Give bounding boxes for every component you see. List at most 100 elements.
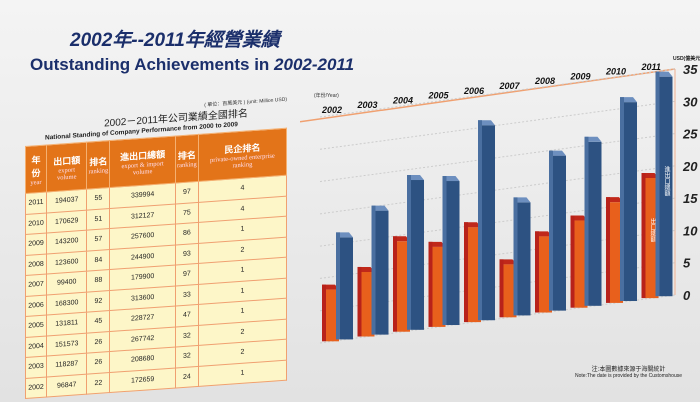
y-tick-label: 10 <box>683 223 698 238</box>
column-header-en: year <box>30 178 42 187</box>
bar-top <box>549 150 566 156</box>
x-tick-label: 2004 <box>392 95 413 105</box>
x-tick-label: 2006 <box>463 86 485 96</box>
bar-side <box>393 236 397 332</box>
bar-top <box>584 136 602 142</box>
export-bar <box>539 236 552 313</box>
bar-side <box>620 97 624 302</box>
column-header: 進出口總額 export & import volume <box>109 135 176 188</box>
table-cell: 97 <box>175 181 199 204</box>
bar-top <box>535 231 552 237</box>
column-header-en: ranking <box>88 167 109 176</box>
bar-top <box>478 120 495 126</box>
export-bar <box>432 246 446 327</box>
bar-top <box>464 222 481 228</box>
table-cell: 151573 <box>46 332 87 356</box>
table-cell: 96847 <box>46 373 87 397</box>
bar-side <box>584 136 589 306</box>
table-cell: 32 <box>175 324 199 347</box>
bar-side <box>499 259 504 318</box>
bar-top <box>371 205 389 211</box>
bar-top <box>620 97 637 103</box>
bar-side <box>442 176 447 326</box>
total-bar <box>588 141 602 306</box>
export-bar <box>397 241 410 332</box>
x-tick-label: 2010 <box>605 67 626 77</box>
table-cell: 57 <box>86 228 110 251</box>
table-cell: 143200 <box>46 230 87 254</box>
total-bar <box>517 202 531 316</box>
table-cell: 2009 <box>25 232 47 255</box>
table-cell: 2008 <box>25 253 47 276</box>
table-cell: 75 <box>175 201 199 224</box>
title-zh: 2002年--2011年經營業績 <box>70 30 280 51</box>
x-tick-label: 2011 <box>641 62 661 72</box>
table-cell: 45 <box>86 310 110 333</box>
table-cell: 32 <box>175 345 199 368</box>
x-tick-label: 2005 <box>428 91 450 101</box>
source-note: 注:本圖數據來源于海關統計 Note:The date is provided … <box>575 364 682 379</box>
y-tick-label: 35 <box>683 62 698 77</box>
bar-top <box>442 176 460 182</box>
y-axis-label: USD(億美元)/ 100 Million <box>673 55 700 62</box>
top-axis-line <box>300 68 676 123</box>
bar-side <box>357 266 362 337</box>
page-subtitle: Outstanding Achievements in 2002-2011 <box>30 55 354 74</box>
table-cell: 97 <box>175 263 199 286</box>
subtitle-prefix: Outstanding Achievements in <box>30 55 275 74</box>
column-header-en: ranking <box>176 160 197 170</box>
column-header: 排名 ranking <box>175 134 199 183</box>
table-cell: 84 <box>86 249 110 272</box>
bar-side <box>428 241 433 327</box>
total-bar <box>553 155 566 311</box>
bar-side <box>641 173 646 299</box>
column-header-zh: 出口額 <box>53 154 81 167</box>
bar-top <box>393 236 410 242</box>
export-bar <box>468 227 481 323</box>
column-header-en: export volume <box>56 166 77 182</box>
total-bar <box>624 102 637 302</box>
bar-side <box>606 197 610 303</box>
table-cell: 172659 <box>109 367 176 393</box>
bar-top <box>513 197 531 203</box>
column-header: 排名 ranking <box>86 140 110 190</box>
export-bar <box>574 220 588 308</box>
table-cell: 2005 <box>25 314 47 337</box>
bar-top <box>357 266 375 272</box>
bar-side <box>535 231 539 313</box>
bar-side <box>570 215 575 308</box>
table-cell: 51 <box>86 208 110 231</box>
bar-side <box>513 197 518 316</box>
x-axis-label: (年份/Year) <box>314 92 339 99</box>
table-cell: 55 <box>86 187 110 210</box>
y-tick-label: 30 <box>683 94 698 109</box>
table-cell: 118287 <box>46 353 87 377</box>
column-header: 民企排名 private-owned enterprise ranking <box>198 128 287 182</box>
x-tick-label: 2009 <box>570 71 591 81</box>
export-bar <box>326 289 339 342</box>
note-zh: 注:本圖數據來源于海關統計 <box>591 367 666 373</box>
bar-top <box>655 71 673 77</box>
bar-side <box>336 232 340 340</box>
table-cell: 47 <box>175 304 199 327</box>
table-cell: 2004 <box>25 335 47 358</box>
export-bar <box>645 178 659 299</box>
table-cell: 168300 <box>46 291 87 315</box>
series-label: 進出口總額 <box>663 166 670 198</box>
note-en: Note:The date is provided by the Customs… <box>575 373 683 379</box>
table-cell: 123600 <box>46 250 87 274</box>
column-header: 年份 year <box>25 144 47 194</box>
y-tick-label: 25 <box>682 127 698 142</box>
subtitle-years: 2002-2011 <box>274 55 355 74</box>
bar-top <box>606 197 623 203</box>
bar-side <box>464 222 468 323</box>
bar-top <box>570 215 588 221</box>
bar-side <box>478 120 482 321</box>
y-tick-label: 5 <box>683 256 691 271</box>
table-cell: 92 <box>86 290 110 313</box>
table-cell: 2011 <box>25 191 47 214</box>
column-header: 出口額 export volume <box>46 142 87 192</box>
bar-side <box>322 284 326 342</box>
table-cell: 2006 <box>25 294 47 317</box>
bar-top <box>407 175 424 181</box>
